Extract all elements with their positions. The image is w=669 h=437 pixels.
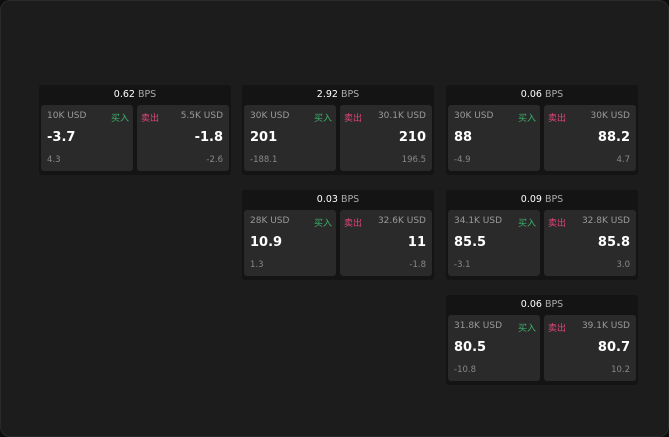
buy-button[interactable]: 34.1K USD 买入 85.5 -3.1 [448, 210, 540, 276]
buy-change: 1.3 [250, 260, 264, 270]
sell-button[interactable]: 5.5K USD 卖出 -1.8 -2.6 [137, 105, 229, 171]
sell-price: 85.8 [597, 235, 630, 250]
buy-price: 85.5 [454, 235, 487, 250]
buy-change: -188.1 [250, 155, 278, 165]
sell-change: 196.5 [401, 155, 426, 165]
sell-change: 4.7 [616, 155, 630, 165]
sell-amount: 5.5K USD [180, 111, 223, 121]
sell-button[interactable]: 30K USD 卖出 88.2 4.7 [544, 105, 636, 171]
buy-price: -3.7 [47, 130, 76, 145]
buy-price: 10.9 [250, 235, 283, 250]
sell-amount: 30K USD [590, 111, 630, 121]
sell-change: -1.8 [409, 260, 426, 270]
buy-change: 4.3 [47, 155, 61, 165]
spread-value: 0.06 [520, 299, 542, 310]
buy-button[interactable]: 28K USD 买入 10.9 1.3 [244, 210, 336, 276]
buy-amount: 30K USD [250, 111, 290, 121]
sell-amount: 30.1K USD [377, 111, 426, 121]
spread-value: 0.03 [316, 194, 338, 205]
sell-button[interactable]: 32.8K USD 卖出 85.8 3.0 [544, 210, 636, 276]
spread-value: 0.09 [520, 194, 542, 205]
sell-change: 3.0 [616, 260, 630, 270]
quote-card: 2.92 BPS 30K USD 买入 201 -188.1 30.1K USD … [242, 85, 434, 175]
sell-price: 11 [407, 235, 426, 250]
spread-header: 0.62 BPS [39, 85, 231, 105]
spread-header: 0.06 BPS [446, 85, 638, 105]
buy-change: -10.8 [454, 365, 476, 375]
sell-amount: 32.6K USD [377, 216, 426, 226]
sell-label: 卖出 [141, 114, 160, 124]
spread-unit: BPS [340, 89, 360, 100]
buy-price: 88 [454, 130, 473, 145]
sell-price: 88.2 [597, 130, 630, 145]
spread-unit: BPS [340, 194, 360, 205]
sell-price: 80.7 [597, 340, 630, 355]
buy-label: 买入 [517, 219, 536, 229]
spread-header: 0.09 BPS [446, 190, 638, 210]
buy-label: 买入 [313, 219, 332, 229]
buy-button[interactable]: 30K USD 买入 201 -188.1 [244, 105, 336, 171]
buy-label: 买入 [517, 324, 536, 334]
buy-amount: 28K USD [250, 216, 290, 226]
spread-value: 2.92 [316, 89, 338, 100]
buy-label: 买入 [517, 114, 536, 124]
buy-amount: 34.1K USD [454, 216, 503, 226]
sell-amount: 32.8K USD [581, 216, 630, 226]
quote-card: 0.06 BPS 31.8K USD 买入 80.5 -10.8 39.1K US… [446, 295, 638, 385]
sell-label: 卖出 [548, 324, 567, 334]
buy-label: 买入 [313, 114, 332, 124]
quote-card: 0.06 BPS 30K USD 买入 88 -4.9 30K USD 卖出 88… [446, 85, 638, 175]
buy-amount: 10K USD [47, 111, 87, 121]
quote-card: 0.09 BPS 34.1K USD 买入 85.5 -3.1 32.8K USD… [446, 190, 638, 280]
sell-price: -1.8 [194, 130, 223, 145]
buy-price: 201 [250, 130, 278, 145]
sell-label: 卖出 [548, 114, 567, 124]
spread-unit: BPS [137, 89, 157, 100]
spread-unit: BPS [544, 89, 564, 100]
sell-label: 卖出 [344, 219, 363, 229]
spread-header: 0.06 BPS [446, 295, 638, 315]
buy-button[interactable]: 30K USD 买入 88 -4.9 [448, 105, 540, 171]
spread-value: 0.06 [520, 89, 542, 100]
sell-label: 卖出 [344, 114, 363, 124]
sell-button[interactable]: 30.1K USD 卖出 210 196.5 [340, 105, 432, 171]
sell-price: 210 [398, 130, 426, 145]
sell-change: -2.6 [206, 155, 223, 165]
quote-card: 0.62 BPS 10K USD 买入 -3.7 4.3 5.5K USD 卖出 … [39, 85, 231, 175]
buy-change: -4.9 [454, 155, 471, 165]
sell-button[interactable]: 32.6K USD 卖出 11 -1.8 [340, 210, 432, 276]
sell-button[interactable]: 39.1K USD 卖出 80.7 10.2 [544, 315, 636, 381]
sell-label: 卖出 [548, 219, 567, 229]
spread-header: 0.03 BPS [242, 190, 434, 210]
sell-amount: 39.1K USD [581, 321, 630, 331]
buy-label: 买入 [110, 114, 129, 124]
spread-unit: BPS [544, 299, 564, 310]
buy-price: 80.5 [454, 340, 487, 355]
sell-change: 10.2 [611, 365, 630, 375]
spread-header: 2.92 BPS [242, 85, 434, 105]
buy-amount: 31.8K USD [454, 321, 503, 331]
buy-button[interactable]: 10K USD 买入 -3.7 4.3 [41, 105, 133, 171]
buy-change: -3.1 [454, 260, 471, 270]
buy-button[interactable]: 31.8K USD 买入 80.5 -10.8 [448, 315, 540, 381]
buy-amount: 30K USD [454, 111, 494, 121]
spread-unit: BPS [544, 194, 564, 205]
spread-value: 0.62 [113, 89, 135, 100]
quote-card: 0.03 BPS 28K USD 买入 10.9 1.3 32.6K USD 卖出… [242, 190, 434, 280]
